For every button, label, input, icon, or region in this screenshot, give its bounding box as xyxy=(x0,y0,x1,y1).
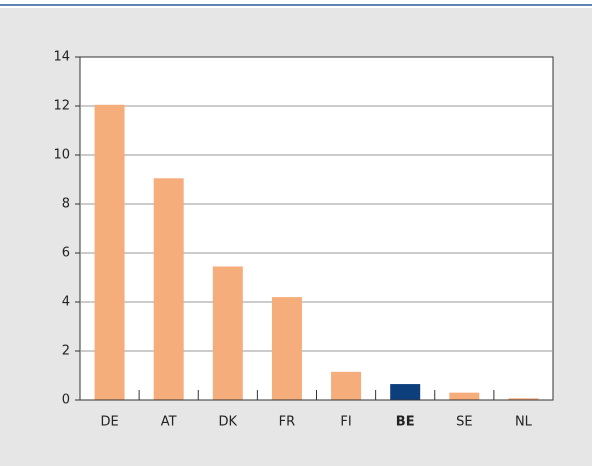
bar xyxy=(449,392,480,400)
y-tick-label: 6 xyxy=(62,246,70,261)
y-tick-label: 12 xyxy=(53,99,70,114)
y-tick-label: 8 xyxy=(62,197,70,212)
y-tick-label: 2 xyxy=(62,344,70,359)
x-tick-label: FI xyxy=(340,415,351,430)
bar xyxy=(390,384,421,400)
x-tick-label: SE xyxy=(456,415,472,430)
bar xyxy=(212,266,243,400)
y-tick-label: 0 xyxy=(62,393,70,408)
y-tick-label: 14 xyxy=(53,50,70,65)
y-tick-label: 4 xyxy=(62,295,70,310)
bar xyxy=(271,297,302,400)
bar xyxy=(153,178,184,400)
bar xyxy=(508,398,539,400)
x-tick-label: AT xyxy=(161,415,177,430)
y-tick-label: 10 xyxy=(53,148,70,163)
x-tick-label: NL xyxy=(515,415,533,430)
x-tick-label: DK xyxy=(219,415,238,430)
bar xyxy=(94,104,125,401)
plot-area xyxy=(79,56,554,401)
x-tick-label: BE xyxy=(396,415,415,430)
x-tick-label: FR xyxy=(279,415,296,430)
x-tick-label: DE xyxy=(100,415,118,430)
bar xyxy=(331,371,362,400)
